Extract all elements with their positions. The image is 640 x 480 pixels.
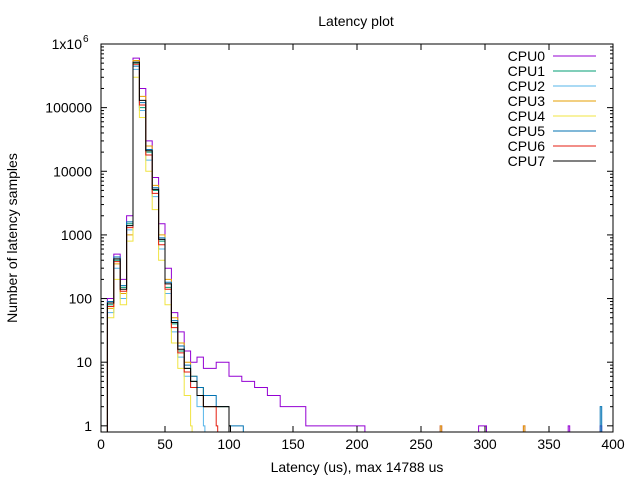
series-line-cpu6 [106, 63, 219, 432]
legend-label-cpu4: CPU4 [508, 108, 546, 124]
x-tick-label: 350 [537, 436, 561, 452]
x-axis-label: Latency (us), max 14788 us [271, 459, 444, 475]
x-tick-label: 0 [97, 436, 105, 452]
x-tick-label: 300 [473, 436, 497, 452]
legend-label-cpu5: CPU5 [508, 123, 546, 139]
y-tick-label: 100 [69, 291, 93, 307]
legend-label-cpu3: CPU3 [508, 93, 546, 109]
y-axis-label: Number of latency samples [4, 153, 20, 323]
x-tick-label: 200 [345, 436, 369, 452]
y-tick-exponent: 6 [83, 34, 89, 45]
y-tick-label: 10000 [53, 163, 92, 179]
chart-title: Latency plot [318, 13, 394, 29]
series-line-cpu1 [106, 62, 231, 432]
series-group [106, 57, 603, 432]
legend-label-cpu2: CPU2 [508, 78, 546, 94]
x-ticks: 0 50 100 150 200 250 300 350 400 [97, 44, 625, 452]
y-ticks: 1 10 100 1000 10000 100000 1x10 6 [45, 34, 613, 434]
legend-label-cpu7: CPU7 [508, 153, 546, 169]
x-tick-label: 250 [409, 436, 433, 452]
legend-label-cpu1: CPU1 [508, 63, 546, 79]
legend-label-cpu0: CPU0 [508, 48, 546, 64]
y-tick-label: 10 [76, 354, 92, 370]
series-line-cpu7 [106, 61, 231, 432]
x-tick-label: 150 [281, 436, 305, 452]
y-tick-label: 1x10 [52, 36, 83, 52]
x-tick-label: 50 [157, 436, 173, 452]
x-tick-label: 400 [601, 436, 625, 452]
series-line-cpu3 [106, 60, 526, 432]
y-tick-label: 100000 [45, 100, 92, 116]
x-tick-label: 100 [217, 436, 241, 452]
legend-label-cpu6: CPU6 [508, 138, 546, 154]
y-tick-label: 1000 [61, 227, 92, 243]
y-tick-label: 1 [84, 418, 92, 434]
